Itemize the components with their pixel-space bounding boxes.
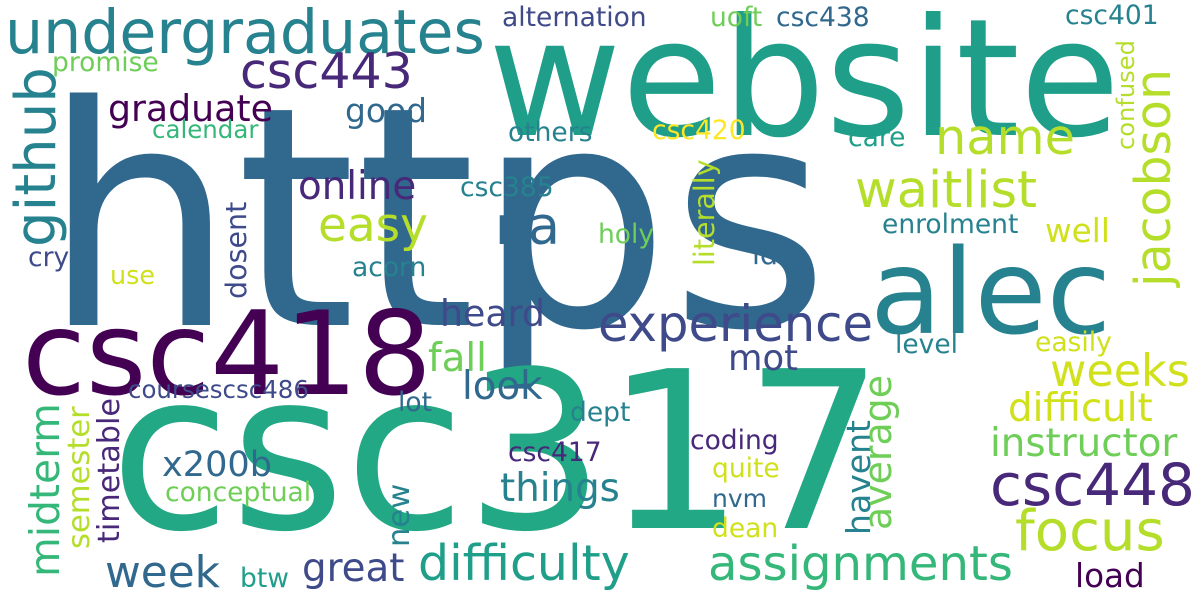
- word-dean: dean: [712, 512, 779, 544]
- word-literally: literally: [686, 159, 721, 266]
- word-nvm: nvm: [712, 484, 767, 514]
- word-csc317: csc317: [110, 323, 884, 580]
- word-website: website: [488, 0, 1121, 175]
- word-midterm: midterm: [20, 403, 69, 577]
- word-conceptual: conceptual: [165, 476, 312, 508]
- word-calendar: calendar: [152, 114, 259, 144]
- word-csc418: csc418: [22, 286, 432, 422]
- word-undergraduates: undergraduates: [5, 0, 485, 68]
- word-difficulty: difficulty: [418, 534, 630, 592]
- word-name: name: [935, 107, 1075, 166]
- word-btw: btw: [240, 562, 289, 594]
- word-acorn: acorn: [352, 251, 427, 283]
- word-focus: focus: [1015, 499, 1165, 565]
- word-semester: semester: [61, 406, 97, 549]
- word-coursescsc486: coursescsc486: [128, 374, 309, 404]
- word-instructor: instructor: [990, 420, 1178, 466]
- word-graduate: graduate: [108, 86, 273, 130]
- word-care: care: [848, 121, 906, 153]
- word-enrolment: enrolment: [882, 208, 1019, 240]
- word-csc448: csc448: [990, 450, 1195, 519]
- word-great: great: [302, 545, 405, 591]
- word-new: new: [381, 483, 417, 547]
- word-things: things: [500, 465, 620, 511]
- word-fall: fall: [428, 335, 487, 381]
- word-waitlist: waitlist: [855, 160, 1038, 220]
- word-csc438: csc438: [776, 1, 870, 33]
- word-csc385: csc385: [460, 171, 554, 203]
- word-promise: promise: [52, 46, 159, 78]
- word-weeks: weeks: [1050, 346, 1190, 398]
- word-https: https: [42, 42, 830, 398]
- word-uoft: uoft: [710, 1, 763, 33]
- word-dept: dept: [570, 396, 631, 428]
- word-well: well: [1045, 211, 1110, 250]
- word-week: week: [105, 546, 220, 598]
- word-csc420: csc420: [652, 114, 746, 146]
- word-easy: easy: [318, 197, 428, 253]
- word-confused: confused: [1111, 40, 1140, 150]
- word-csc443: csc443: [240, 42, 413, 100]
- word-difficult: difficult: [1008, 385, 1153, 431]
- word-idk: idk: [752, 236, 795, 271]
- word-mot: mot: [728, 338, 798, 380]
- word-level: level: [895, 328, 959, 360]
- word-use: use: [110, 260, 155, 291]
- word-github: github: [4, 67, 70, 248]
- word-look: look: [462, 363, 543, 409]
- word-heard: heard: [440, 291, 545, 335]
- word-alec: alec: [870, 223, 1112, 361]
- word-holy: holy: [598, 218, 655, 250]
- word-csc417: csc417: [508, 436, 602, 468]
- word-coding: coding: [690, 424, 779, 456]
- word-easily: easily: [1035, 326, 1112, 358]
- word-lot: lot: [398, 386, 432, 418]
- word-assignments: assignments: [708, 535, 1013, 592]
- word-good: good: [345, 90, 427, 130]
- word-dosent: dosent: [218, 201, 253, 299]
- word-load: load: [1075, 556, 1145, 595]
- word-x200b: x200b: [162, 444, 272, 486]
- word-others: others: [508, 116, 593, 148]
- word-quite: quite: [712, 452, 780, 484]
- word-timetable: timetable: [91, 398, 127, 543]
- word-na: na: [495, 197, 560, 258]
- word-average: average: [856, 375, 901, 530]
- word-csc401: csc401: [1065, 0, 1159, 31]
- word-experience: experience: [598, 295, 873, 354]
- word-alternation: alternation: [502, 1, 647, 33]
- word-online: online: [298, 163, 417, 209]
- word-cry: cry: [28, 241, 70, 273]
